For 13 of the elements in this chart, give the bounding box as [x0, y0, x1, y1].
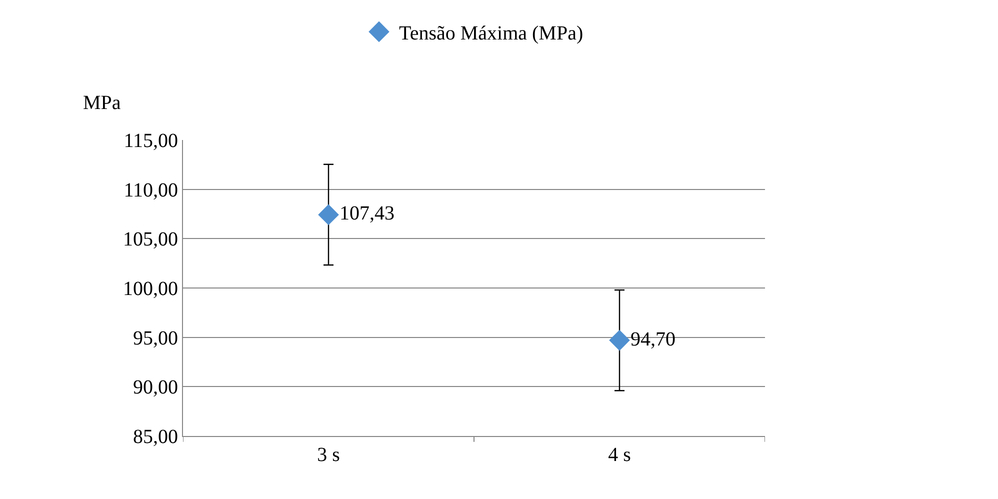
y-tick-label: 85,00	[133, 426, 178, 448]
y-axis-title: MPa	[83, 92, 121, 114]
y-tick-label: 100,00	[123, 278, 178, 300]
y-tick-label: 95,00	[133, 327, 178, 350]
y-tick-label: 110,00	[124, 179, 178, 202]
x-tick-label: 4 s	[608, 444, 632, 466]
data-label: 94,70	[630, 328, 676, 350]
data-label: 107,43	[340, 202, 394, 225]
y-tick-label: 105,00	[123, 228, 178, 251]
legend-label: Tensão Máxima (MPa)	[399, 22, 584, 44]
y-tick-label: 90,00	[133, 376, 178, 399]
y-tick-label: 115,00	[124, 130, 178, 152]
x-tick-label: 3 s	[317, 444, 340, 466]
